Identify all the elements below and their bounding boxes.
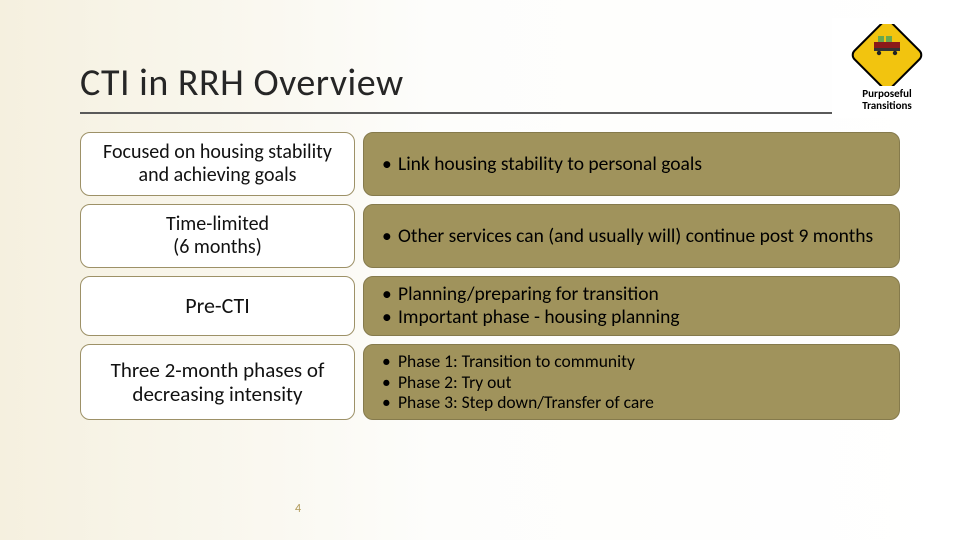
bullet-text: Phase 2: Try out [398, 372, 511, 393]
row-label-line2: (6 months) [166, 236, 269, 259]
bullet: • Phase 3: Step down/Transfer of care [382, 392, 885, 413]
bullet-text: Planning/preparing for transition [398, 283, 659, 306]
row-detail: • Other services can (and usually will) … [363, 204, 900, 268]
bullet: • Important phase - housing planning [382, 306, 885, 329]
row-detail: • Link housing stability to personal goa… [363, 132, 900, 196]
bullet: • Link housing stability to personal goa… [382, 153, 885, 176]
table-row: Pre-CTI • Planning/preparing for transit… [80, 276, 900, 336]
bullet-text: Link housing stability to personal goals [398, 153, 702, 176]
row-label-line1: Time-limited [166, 213, 269, 236]
row-label: Focused on housing stability and achievi… [80, 132, 355, 196]
page-number: 4 [295, 502, 301, 516]
bullet-text: Phase 1: Transition to community [398, 351, 635, 372]
bullet: • Phase 1: Transition to community [382, 351, 885, 372]
bullet: • Other services can (and usually will) … [382, 225, 885, 248]
bullet-text: Important phase - housing planning [398, 306, 680, 329]
table-row: Three 2-month phases of decreasing inten… [80, 344, 900, 420]
bullet: • Planning/preparing for transition [382, 283, 885, 306]
bullet: • Phase 2: Try out [382, 372, 885, 393]
page-title: CTI in RRH Overview [80, 60, 900, 114]
logo-line2: Transitions [862, 99, 912, 112]
slide: Purposeful Transitions CTI in RRH Overvi… [0, 0, 960, 540]
row-label: Pre-CTI [80, 276, 355, 336]
row-detail: • Planning/preparing for transition • Im… [363, 276, 900, 336]
road-sign-icon [848, 24, 926, 86]
bullet-text: Other services can (and usually will) co… [398, 225, 873, 248]
bullet-text: Phase 3: Step down/Transfer of care [398, 392, 654, 413]
row-label: Three 2-month phases of decreasing inten… [80, 344, 355, 420]
row-label: Time-limited (6 months) [80, 204, 355, 268]
table-row: Time-limited (6 months) • Other services… [80, 204, 900, 268]
row-detail: • Phase 1: Transition to community • Pha… [363, 344, 900, 420]
content-rows: Focused on housing stability and achievi… [80, 132, 900, 420]
logo-text: Purposeful Transitions [862, 88, 912, 111]
logo-badge: Purposeful Transitions [832, 18, 942, 118]
table-row: Focused on housing stability and achievi… [80, 132, 900, 196]
